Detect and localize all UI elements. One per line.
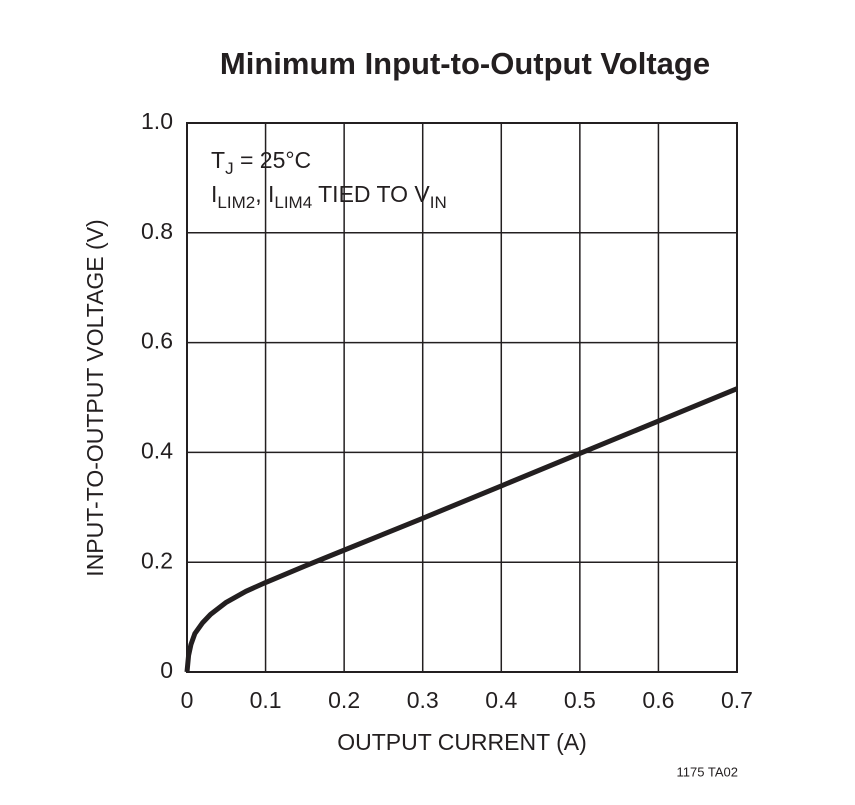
chart-title: Minimum Input-to-Output Voltage [220, 46, 710, 81]
x-tick-label: 0.2 [328, 687, 360, 713]
annotation-part: IN [430, 193, 447, 212]
annotation: ILIM2, ILIM4 TIED TO VIN [211, 181, 447, 212]
annotation-part: J [225, 159, 234, 178]
y-axis-label: INPUT-TO-OUTPUT VOLTAGE (V) [82, 219, 108, 576]
data-line [184, 386, 738, 673]
x-axis-label: OUTPUT CURRENT (A) [337, 729, 587, 755]
annotation-part: LIM4 [274, 193, 312, 212]
y-tick-label: 0.8 [141, 218, 173, 244]
y-tick-label: 0 [160, 657, 173, 683]
footnote: 1175 TA02 [677, 764, 738, 779]
y-tick-label: 0.2 [141, 547, 173, 573]
x-tick-label: 0.1 [250, 687, 282, 713]
x-tick-label: 0.6 [642, 687, 674, 713]
x-tick-label: 0 [181, 687, 194, 713]
annotation-part: TIED TO V [312, 181, 430, 207]
annotation-part: , I [255, 181, 274, 207]
annotation-part: I [211, 181, 217, 207]
y-tick-label: 0.6 [141, 328, 173, 354]
x-tick-label: 0.3 [407, 687, 439, 713]
x-tick-label: 0.5 [564, 687, 596, 713]
plot-frame [186, 122, 738, 673]
x-tick-label: 0.7 [721, 687, 753, 713]
annotation: TJ = 25°C [211, 147, 311, 178]
y-tick-label: 1.0 [141, 108, 173, 134]
annotation-part: T [211, 147, 225, 173]
x-tick-label: 0.4 [485, 687, 517, 713]
annotation-part: LIM2 [217, 193, 255, 212]
y-tick-label: 0.4 [141, 437, 173, 463]
annotation-part: = 25°C [234, 147, 312, 173]
